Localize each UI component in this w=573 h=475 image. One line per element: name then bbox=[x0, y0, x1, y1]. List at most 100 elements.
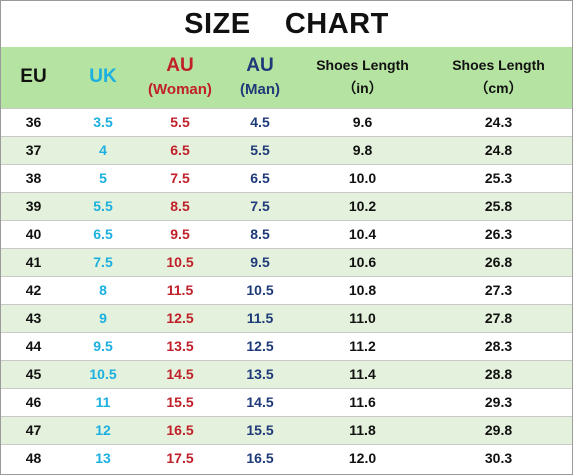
table-row: 41 7.5 10.5 9.5 10.6 26.8 bbox=[1, 247, 572, 276]
cell-length-in: 11.8 bbox=[300, 415, 425, 444]
cell-length-cm: 28.8 bbox=[425, 359, 572, 388]
cell-length-cm: 25.8 bbox=[425, 191, 572, 220]
cell-length-in: 11.0 bbox=[300, 303, 425, 332]
cell-au-man: 4.5 bbox=[220, 107, 300, 136]
cell-eu: 40 bbox=[1, 219, 66, 248]
cell-au-man: 8.5 bbox=[220, 219, 300, 248]
cell-au-woman: 15.5 bbox=[140, 387, 220, 416]
table-row: 37 4 6.5 5.5 9.8 24.8 bbox=[1, 135, 572, 164]
cell-length-cm: 28.3 bbox=[425, 331, 572, 360]
header-au-woman: AU (Woman) bbox=[140, 47, 220, 108]
cell-au-man: 6.5 bbox=[220, 163, 300, 192]
cell-length-in: 10.6 bbox=[300, 247, 425, 276]
cell-uk: 13 bbox=[66, 443, 140, 472]
cell-uk: 11 bbox=[66, 387, 140, 416]
cell-uk: 5.5 bbox=[66, 191, 140, 220]
cell-eu: 46 bbox=[1, 387, 66, 416]
cell-au-woman: 17.5 bbox=[140, 443, 220, 472]
table-row: 42 8 11.5 10.5 10.8 27.3 bbox=[1, 275, 572, 304]
table-row: 43 9 12.5 11.5 11.0 27.8 bbox=[1, 303, 572, 332]
table-row: 48 13 17.5 16.5 12.0 30.3 bbox=[1, 443, 572, 472]
header-length-cm-label: Shoes Length bbox=[452, 56, 545, 73]
cell-au-woman: 14.5 bbox=[140, 359, 220, 388]
table-row: 36 3.5 5.5 4.5 9.6 24.3 bbox=[1, 107, 572, 136]
cell-au-man: 15.5 bbox=[220, 415, 300, 444]
table-row: 44 9.5 13.5 12.5 11.2 28.3 bbox=[1, 331, 572, 360]
cell-eu: 42 bbox=[1, 275, 66, 304]
cell-eu: 38 bbox=[1, 163, 66, 192]
header-length-cm: Shoes Length （cm） bbox=[425, 47, 572, 108]
table-row: 40 6.5 9.5 8.5 10.4 26.3 bbox=[1, 219, 572, 248]
table-header-row: EU UK AU (Woman) AU (Man) Shoes Length （… bbox=[1, 47, 572, 108]
cell-au-woman: 12.5 bbox=[140, 303, 220, 332]
cell-uk: 10.5 bbox=[66, 359, 140, 388]
cell-length-cm: 29.3 bbox=[425, 387, 572, 416]
cell-uk: 9.5 bbox=[66, 331, 140, 360]
cell-length-in: 10.0 bbox=[300, 163, 425, 192]
cell-length-cm: 24.3 bbox=[425, 107, 572, 136]
header-eu: EU bbox=[1, 47, 66, 108]
cell-au-woman: 13.5 bbox=[140, 331, 220, 360]
cell-length-in: 10.2 bbox=[300, 191, 425, 220]
cell-length-in: 9.6 bbox=[300, 107, 425, 136]
cell-length-cm: 27.8 bbox=[425, 303, 572, 332]
cell-length-in: 11.4 bbox=[300, 359, 425, 388]
table-row: 47 12 16.5 15.5 11.8 29.8 bbox=[1, 415, 572, 444]
cell-length-cm: 26.8 bbox=[425, 247, 572, 276]
cell-eu: 47 bbox=[1, 415, 66, 444]
cell-au-woman: 8.5 bbox=[140, 191, 220, 220]
cell-au-man: 12.5 bbox=[220, 331, 300, 360]
cell-au-woman: 10.5 bbox=[140, 247, 220, 276]
cell-uk: 9 bbox=[66, 303, 140, 332]
header-au-man-label: AU bbox=[246, 54, 274, 76]
cell-length-cm: 30.3 bbox=[425, 443, 572, 472]
header-au-woman-sub: (Woman) bbox=[148, 81, 212, 99]
header-length-in-label: Shoes Length bbox=[316, 56, 409, 73]
cell-au-woman: 11.5 bbox=[140, 275, 220, 304]
header-length-in: Shoes Length （in） bbox=[300, 47, 425, 108]
table-row: 38 5 7.5 6.5 10.0 25.3 bbox=[1, 163, 572, 192]
cell-eu: 44 bbox=[1, 331, 66, 360]
header-uk-label: UK bbox=[89, 65, 117, 87]
table-row: 46 11 15.5 14.5 11.6 29.3 bbox=[1, 387, 572, 416]
cell-au-man: 5.5 bbox=[220, 135, 300, 164]
table-row: 45 10.5 14.5 13.5 11.4 28.8 bbox=[1, 359, 572, 388]
cell-uk: 6.5 bbox=[66, 219, 140, 248]
cell-au-woman: 9.5 bbox=[140, 219, 220, 248]
table-body: 36 3.5 5.5 4.5 9.6 24.3 37 4 6.5 5.5 9.8… bbox=[1, 107, 572, 472]
cell-eu: 39 bbox=[1, 191, 66, 220]
cell-length-in: 10.8 bbox=[300, 275, 425, 304]
cell-au-woman: 7.5 bbox=[140, 163, 220, 192]
cell-length-cm: 26.3 bbox=[425, 219, 572, 248]
cell-au-woman: 16.5 bbox=[140, 415, 220, 444]
header-au-man: AU (Man) bbox=[220, 47, 300, 108]
cell-au-man: 9.5 bbox=[220, 247, 300, 276]
cell-length-in: 9.8 bbox=[300, 135, 425, 164]
header-au-woman-label: AU bbox=[166, 54, 194, 76]
cell-eu: 43 bbox=[1, 303, 66, 332]
chart-title: SIZE CHART bbox=[184, 8, 389, 40]
cell-au-man: 10.5 bbox=[220, 275, 300, 304]
cell-length-cm: 29.8 bbox=[425, 415, 572, 444]
cell-au-man: 11.5 bbox=[220, 303, 300, 332]
cell-au-man: 7.5 bbox=[220, 191, 300, 220]
cell-au-man: 16.5 bbox=[220, 443, 300, 472]
cell-uk: 12 bbox=[66, 415, 140, 444]
cell-eu: 36 bbox=[1, 107, 66, 136]
header-length-cm-unit: （cm） bbox=[474, 80, 523, 97]
cell-eu: 48 bbox=[1, 443, 66, 472]
header-length-in-unit: （in） bbox=[342, 80, 383, 97]
cell-length-in: 12.0 bbox=[300, 443, 425, 472]
cell-length-cm: 24.8 bbox=[425, 135, 572, 164]
cell-eu: 45 bbox=[1, 359, 66, 388]
cell-length-cm: 25.3 bbox=[425, 163, 572, 192]
cell-au-man: 13.5 bbox=[220, 359, 300, 388]
cell-au-woman: 5.5 bbox=[140, 107, 220, 136]
cell-eu: 37 bbox=[1, 135, 66, 164]
cell-uk: 3.5 bbox=[66, 107, 140, 136]
cell-eu: 41 bbox=[1, 247, 66, 276]
cell-length-cm: 27.3 bbox=[425, 275, 572, 304]
header-au-man-sub: (Man) bbox=[240, 81, 280, 99]
cell-uk: 4 bbox=[66, 135, 140, 164]
